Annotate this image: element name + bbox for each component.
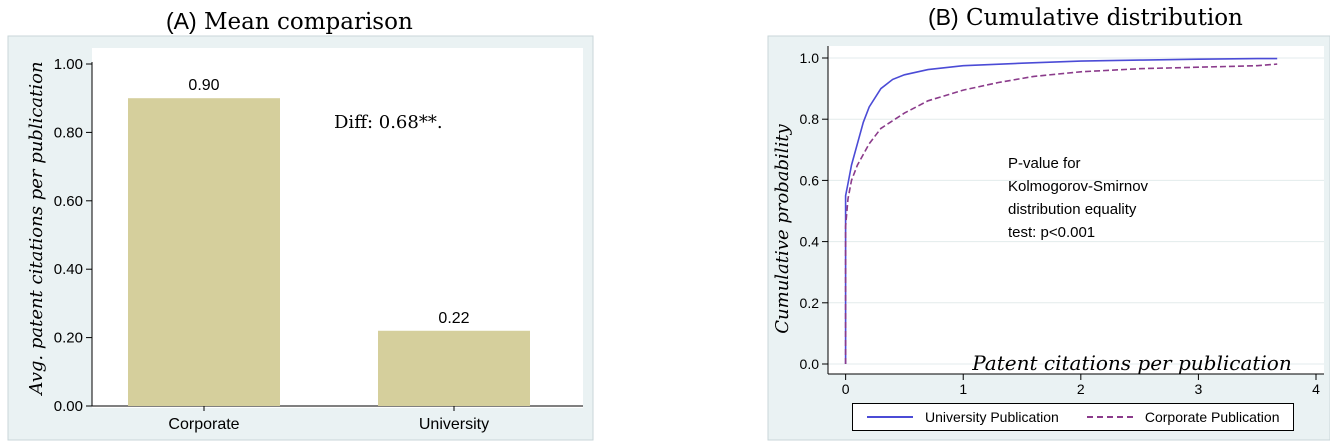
panel-a-mean-comparison: (A) Mean comparison 0.00 0.20 0.40 0.60 0.80… <box>0 0 600 444</box>
series-lines <box>844 57 1278 364</box>
diff-annotation: Diff: 0.68**. <box>334 112 443 133</box>
bars <box>128 98 530 406</box>
legend-swatch-dashed <box>1086 416 1133 418</box>
bar-corporate <box>128 98 280 406</box>
cdf-chart: 0.0 0.2 0.4 0.6 0.8 1.0 0 1 2 3 4 Cumulative proba… <box>767 35 1330 441</box>
panel-b-title-prefix: (B) <box>928 4 959 30</box>
y-tick-label: 0.40 <box>54 261 83 278</box>
legend-label-university: University Publication <box>925 409 1059 425</box>
ks-test-annotation: P-value for Kolmogorov-Smirnov distributio… <box>1008 155 1149 241</box>
x-category-label: Corporate <box>168 416 239 433</box>
series-line-corporate <box>844 63 1278 364</box>
bar-value-label: 0.90 <box>188 77 219 94</box>
legend-label-corporate: Corporate Publication <box>1144 409 1280 425</box>
legend: University Publication Corporate Publica… <box>852 403 1294 431</box>
bar-chart: 0.000.200.400.600.801.00 0.90Corporate0.… <box>7 35 594 441</box>
panel-a-title-text: Mean comparison <box>203 9 413 35</box>
y-axis-title: Cumulative probability <box>772 123 793 333</box>
y-tick-label: 1.0 <box>800 50 820 66</box>
x-tick-label: 0 <box>842 381 850 397</box>
y-tick-label: 0.00 <box>54 398 83 415</box>
y-tick-label: 0.8 <box>800 111 820 127</box>
y-tick-label: 1.00 <box>54 56 83 73</box>
x-tick-label: 4 <box>1312 381 1320 397</box>
y-tick-label: 0.4 <box>800 234 820 250</box>
axes: 0.00 0.20 0.40 0.60 0.80 1.00 <box>54 56 583 415</box>
plot-area-inner <box>828 46 1324 374</box>
annotation-line: test: p<0.001 <box>1008 224 1095 241</box>
y-axis-title: Avg. patent citations per publication <box>26 61 47 396</box>
panel-b-title-text: Cumulative distribution <box>965 5 1243 31</box>
y-tick-label: 0.60 <box>54 193 83 210</box>
panel-a-title-prefix: (A) <box>166 8 197 34</box>
legend-item-university: University Publication <box>867 409 1059 425</box>
panel-b-cumulative-distribution: (B) Cumulative distribution 0.0 0.2 0.4 0.6… <box>760 0 1330 444</box>
x-axis-title: Patent citations per publication <box>971 351 1291 375</box>
labels: 0.90 Corporate 0.22 University <box>168 77 489 433</box>
y-tick-label: 0.0 <box>800 356 820 372</box>
y-tick-label: 0.6 <box>800 172 820 188</box>
panel-a-title: (A) Mean comparison <box>166 8 413 35</box>
x-tick-label: 2 <box>1077 381 1085 397</box>
bar-value-label: 0.22 <box>438 310 469 327</box>
y-tick-label: 0.20 <box>54 330 83 347</box>
annotation-line: Kolmogorov-Smirnov <box>1008 178 1149 195</box>
annotation-line: P-value for <box>1008 155 1081 172</box>
x-category-label: University <box>419 416 489 433</box>
annotation-line: distribution equality <box>1008 201 1137 218</box>
series-line-university <box>844 57 1278 364</box>
y-tick-label: 0.2 <box>800 295 820 311</box>
axes: 0.0 0.2 0.4 0.6 0.8 1.0 0 1 2 3 4 <box>800 46 1324 397</box>
y-tick-label: 0.80 <box>54 124 83 141</box>
x-tick-label: 3 <box>1195 381 1203 397</box>
legend-item-corporate: Corporate Publication <box>1086 409 1280 425</box>
panel-b-title: (B) Cumulative distribution <box>928 4 1243 31</box>
bar-university <box>378 330 530 406</box>
legend-swatch-solid <box>867 416 913 418</box>
x-tick-label: 1 <box>959 381 967 397</box>
